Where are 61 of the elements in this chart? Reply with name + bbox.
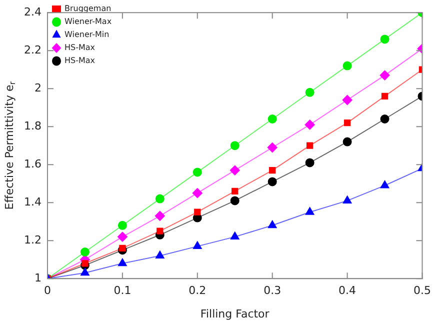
point bbox=[230, 232, 240, 240]
y-tick-label: 1.4 bbox=[24, 195, 42, 208]
point bbox=[380, 180, 390, 188]
legend-label: Wiener-Min bbox=[64, 30, 110, 40]
point bbox=[80, 248, 90, 256]
point bbox=[118, 258, 127, 266]
point bbox=[305, 88, 314, 97]
x-tick-label: 0 bbox=[44, 284, 51, 298]
legend-label: Wiener-Max bbox=[64, 17, 112, 26]
point bbox=[155, 194, 164, 204]
x-tick-label: 0.5 bbox=[414, 284, 432, 298]
point bbox=[306, 142, 314, 149]
x-tick-label: 0.3 bbox=[264, 284, 282, 298]
point bbox=[380, 70, 390, 80]
x-tick-label: 0.2 bbox=[188, 284, 206, 298]
point bbox=[342, 95, 352, 105]
point bbox=[154, 210, 165, 221]
point bbox=[381, 92, 388, 100]
legend-label: Bruggeman bbox=[64, 4, 112, 14]
y-tick-label: 1.6 bbox=[24, 157, 42, 170]
point bbox=[192, 168, 202, 177]
point bbox=[305, 158, 314, 168]
point bbox=[192, 188, 202, 198]
y-axis-title: Effective Permittivity er bbox=[2, 80, 18, 210]
point bbox=[82, 260, 88, 267]
point bbox=[268, 177, 277, 186]
y-tick-label: 2.4 bbox=[24, 5, 42, 18]
legend-label: HS-Max bbox=[64, 43, 96, 52]
point bbox=[194, 208, 201, 216]
x-axis-title: Filling Factor bbox=[200, 307, 270, 320]
y-tick-label: 1.8 bbox=[24, 119, 42, 132]
point bbox=[304, 120, 315, 130]
point bbox=[267, 142, 278, 152]
point bbox=[269, 166, 276, 174]
y-tick-label: 1 bbox=[34, 271, 42, 284]
point bbox=[268, 220, 277, 228]
point bbox=[342, 196, 352, 204]
point bbox=[156, 228, 164, 234]
point bbox=[305, 207, 314, 215]
point bbox=[80, 268, 90, 276]
point bbox=[232, 188, 238, 195]
point bbox=[380, 34, 390, 44]
point bbox=[230, 141, 240, 150]
point bbox=[118, 220, 127, 230]
y-tick-label: 1.2 bbox=[24, 233, 42, 246]
y-tick-label: 2.2 bbox=[24, 43, 42, 56]
point bbox=[193, 241, 202, 250]
point bbox=[156, 250, 164, 259]
point bbox=[342, 61, 352, 70]
point bbox=[268, 114, 277, 124]
point bbox=[119, 244, 126, 252]
point bbox=[230, 196, 240, 206]
point bbox=[380, 114, 390, 124]
point bbox=[230, 165, 240, 176]
point bbox=[344, 119, 351, 126]
x-tick-label: 0.4 bbox=[338, 284, 356, 298]
point bbox=[117, 232, 128, 242]
y-tick-label: 2 bbox=[34, 81, 42, 94]
point bbox=[342, 137, 352, 146]
x-tick-label: 0.1 bbox=[114, 284, 132, 298]
legend-label: HS-Max bbox=[64, 56, 96, 66]
